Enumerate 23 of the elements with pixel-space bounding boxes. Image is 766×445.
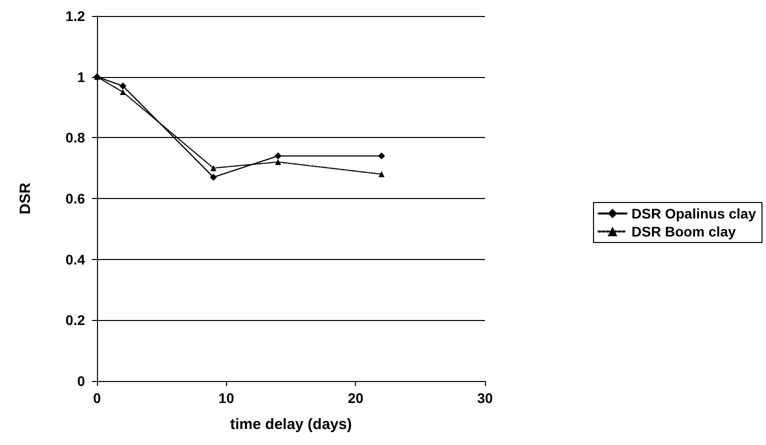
x-tick-label: 10 [218, 390, 234, 406]
x-tick-label: 0 [93, 390, 102, 406]
point [275, 159, 282, 165]
y-tick-label: 0 [77, 373, 86, 389]
point [210, 165, 216, 172]
y-tick-label: 0.6 [66, 190, 86, 206]
legend-label: DSR Boom clay [632, 224, 736, 240]
y-tick-label: 0.2 [66, 312, 86, 328]
y-tick-label: 0.4 [66, 251, 86, 268]
y-tick-label: 1 [77, 68, 86, 85]
y-axis-title: DSR [17, 182, 34, 214]
point [119, 82, 126, 90]
y-tick-label: 0.8 [66, 130, 86, 146]
legend-label: DSR Opalinus clay [632, 206, 756, 222]
point [378, 152, 386, 160]
y-tick-label: 1.2 [66, 8, 86, 24]
x-tick-label: 30 [477, 390, 493, 406]
point [120, 89, 126, 96]
x-axis-title: time delay (days) [230, 416, 352, 433]
x-tick-label: 20 [348, 390, 364, 406]
point [274, 152, 282, 160]
point [210, 174, 217, 181]
point [378, 171, 385, 178]
